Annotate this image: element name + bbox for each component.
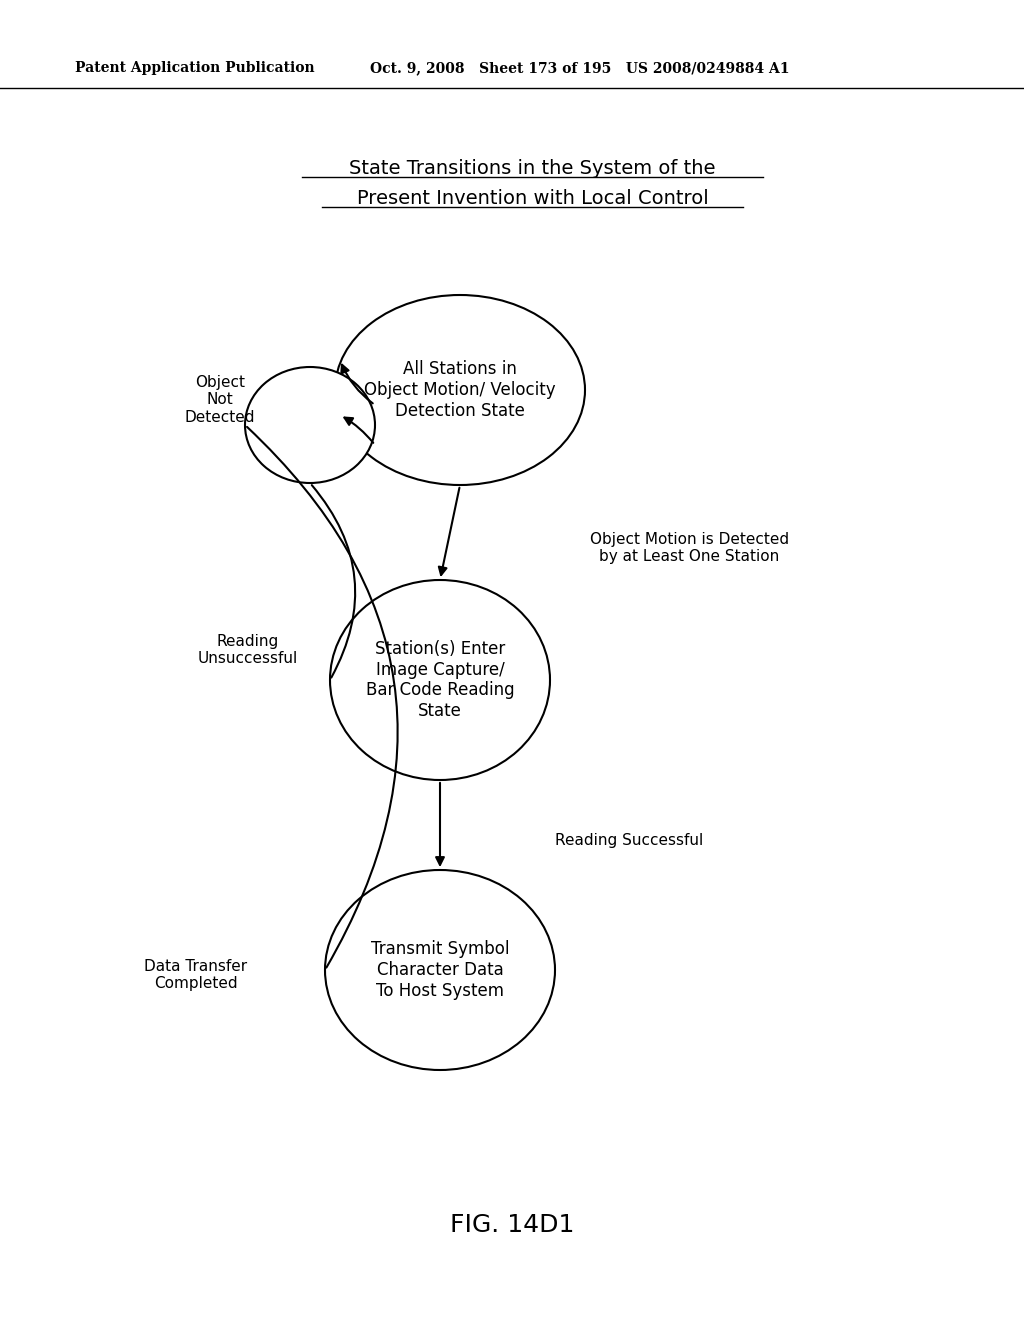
Text: Object Motion is Detected
by at Least One Station: Object Motion is Detected by at Least On… bbox=[590, 532, 790, 564]
Text: Object
Not
Detected: Object Not Detected bbox=[184, 375, 255, 425]
Ellipse shape bbox=[335, 294, 585, 484]
Text: Station(s) Enter
Image Capture/
Bar Code Reading
State: Station(s) Enter Image Capture/ Bar Code… bbox=[366, 640, 514, 721]
Text: Present Invention with Local Control: Present Invention with Local Control bbox=[356, 189, 709, 207]
Text: Transmit Symbol
Character Data
To Host System: Transmit Symbol Character Data To Host S… bbox=[371, 940, 509, 999]
Text: All Stations in
Object Motion/ Velocity
Detection State: All Stations in Object Motion/ Velocity … bbox=[365, 360, 556, 420]
Text: Reading
Unsuccessful: Reading Unsuccessful bbox=[198, 634, 298, 667]
Text: FIG. 14D1: FIG. 14D1 bbox=[450, 1213, 574, 1237]
Text: State Transitions in the System of the: State Transitions in the System of the bbox=[349, 158, 716, 177]
Text: Reading Successful: Reading Successful bbox=[555, 833, 703, 847]
Text: Data Transfer
Completed: Data Transfer Completed bbox=[144, 958, 248, 991]
Ellipse shape bbox=[330, 579, 550, 780]
Ellipse shape bbox=[245, 367, 375, 483]
Ellipse shape bbox=[325, 870, 555, 1071]
Text: Patent Application Publication: Patent Application Publication bbox=[75, 61, 314, 75]
Text: Oct. 9, 2008   Sheet 173 of 195   US 2008/0249884 A1: Oct. 9, 2008 Sheet 173 of 195 US 2008/02… bbox=[370, 61, 790, 75]
